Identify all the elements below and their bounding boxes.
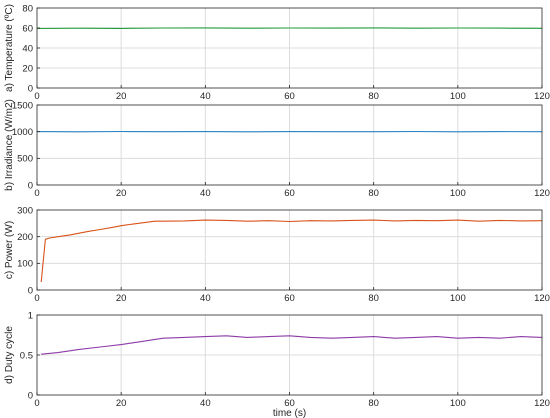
x-tick-label: 0: [34, 188, 39, 199]
x-tick-label: 0: [34, 398, 39, 409]
x-tick-label: 80: [368, 293, 379, 304]
y-tick-label: 0: [28, 285, 33, 296]
temperature-series-line: [36, 27, 543, 30]
x-tick-label: 0: [34, 293, 39, 304]
power-y-axis-label: c) Power (W): [4, 221, 15, 279]
panel-temperature: 0 20 40 60 80 100 120 0 20 40 60 80 a) Temperature (…: [4, 3, 550, 102]
x-tick-label: 0: [34, 91, 39, 102]
x-tick-label: 100: [450, 398, 466, 409]
x-tick-label: 20: [116, 188, 127, 199]
x-tick-label: 120: [534, 91, 550, 102]
x-tick-label: 20: [116, 293, 127, 304]
panel-duty-cycle: 0 20 40 60 80 100 120 0 0.5 1 d) Duty cycle time (s…: [4, 310, 550, 418]
x-tick-label: 100: [450, 91, 466, 102]
x-tick-label: 20: [116, 398, 127, 409]
y-tick-label: 20: [22, 63, 33, 74]
x-tick-label: 60: [284, 188, 295, 199]
y-tick-label: 1000: [12, 127, 33, 138]
x-tick-label: 120: [534, 398, 550, 409]
x-tick-label: 40: [200, 293, 211, 304]
x-tick-label: 60: [284, 91, 295, 102]
x-tick-label: 120: [534, 293, 550, 304]
irradiance-y-axis-label: b) Irradiance (W/m2): [4, 99, 15, 191]
y-tick-label: 60: [22, 23, 33, 34]
y-tick-label: 500: [17, 154, 33, 165]
duty-cycle-grid: [37, 315, 542, 395]
x-tick-label: 60: [284, 293, 295, 304]
x-tick-label: 100: [450, 293, 466, 304]
power-grid: [37, 210, 542, 290]
x-tick-label: 80: [368, 188, 379, 199]
x-tick-label: 80: [368, 398, 379, 409]
x-tick-label: 40: [200, 188, 211, 199]
x-tick-label: 120: [534, 188, 550, 199]
x-tick-label: 20: [116, 91, 127, 102]
y-tick-label: 80: [22, 3, 33, 14]
y-tick-label: 0.5: [20, 350, 33, 361]
duty-cycle-x-axis-label: time (s): [273, 408, 306, 418]
y-tick-label: 100: [17, 259, 33, 270]
duty-cycle-series-line: [41, 335, 543, 355]
irradiance-grid: [37, 105, 542, 185]
power-series-line: [40, 219, 543, 283]
y-tick-label: 200: [17, 232, 33, 243]
y-tick-label: 1: [28, 310, 33, 321]
y-tick-label: 1500: [12, 100, 33, 111]
x-tick-label: 60: [284, 398, 295, 409]
y-tick-label: 300: [17, 205, 33, 216]
duty-cycle-y-axis-label: d) Duty cycle: [4, 326, 15, 384]
temperature-grid: [37, 8, 542, 88]
y-tick-label: 40: [22, 43, 33, 54]
x-tick-label: 100: [450, 188, 466, 199]
x-tick-label: 40: [200, 398, 211, 409]
y-tick-label: 0: [28, 83, 33, 94]
x-tick-label: 40: [200, 91, 211, 102]
x-tick-label: 80: [368, 91, 379, 102]
y-tick-label: 0: [28, 390, 33, 401]
temperature-y-axis-label: a) Temperature (ºC): [4, 4, 15, 92]
y-tick-label: 0: [28, 180, 33, 191]
